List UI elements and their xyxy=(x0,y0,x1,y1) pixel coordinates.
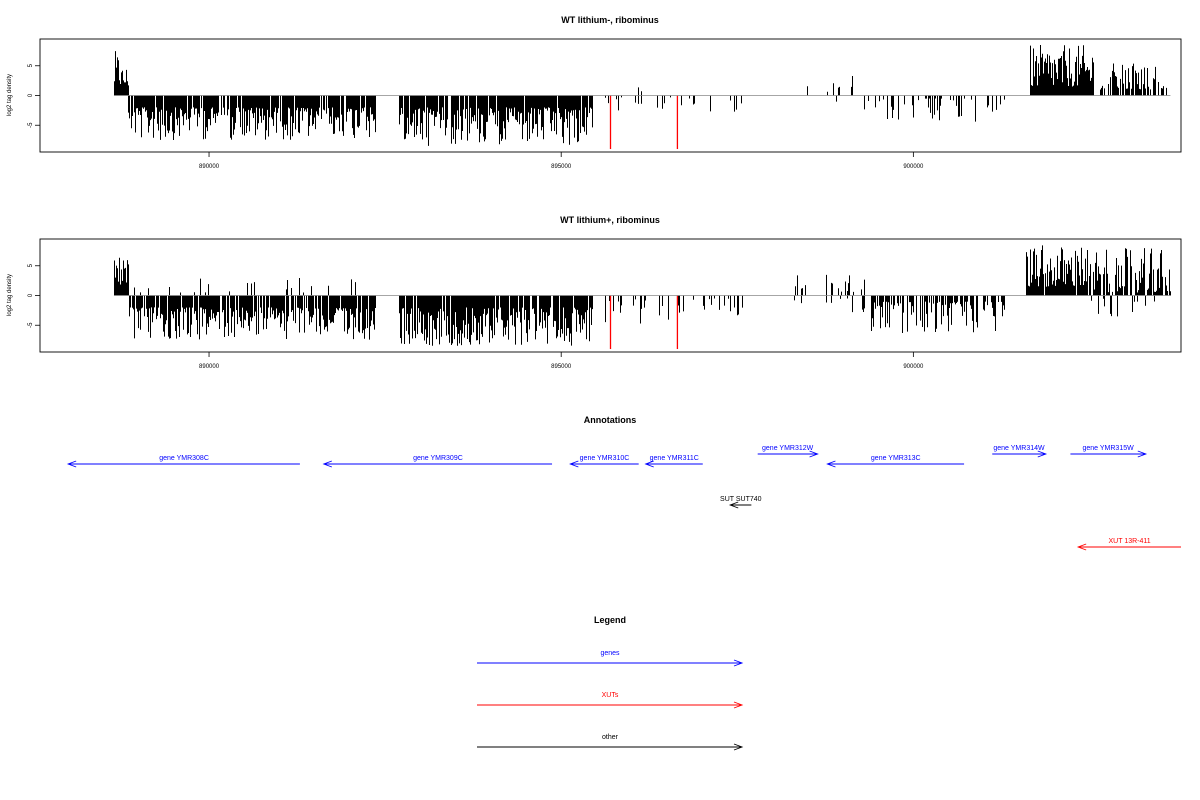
axes: 890000 895000 900000 -5 0 5 xyxy=(28,38,1182,170)
feature-label: gene YMR312W xyxy=(762,445,814,452)
track-panel-lithium-plus: WT lithium+, ribominus log2 tag density … xyxy=(7,215,1182,370)
x-tick-label: 890000 xyxy=(199,164,220,170)
feature-label: SUT SUT740 xyxy=(720,496,762,503)
annotations-title: Annotations xyxy=(584,415,637,425)
track-panel-lithium-minus: WT lithium-, ribominus log2 tag density … xyxy=(7,15,1182,170)
y-tick-label: 5 xyxy=(28,63,34,67)
arrowhead xyxy=(733,701,744,709)
feature-label: gene YMR313C xyxy=(871,455,921,462)
feature-group: gene YMR308C gene YMR309C gene YMR310C gene… xyxy=(66,445,1181,551)
feature-label: gene YMR309C xyxy=(413,455,463,462)
feature-label: gene YMR311C xyxy=(650,455,699,462)
feature-label: gene YMR314W xyxy=(993,445,1045,452)
axes: 890000 895000 900000 -5 0 5 xyxy=(28,238,1182,370)
y-axis-label: log2 tag density xyxy=(7,74,13,116)
x-tick-label: 900000 xyxy=(903,364,924,370)
legend-panel: Legend genes XUTs other xyxy=(477,615,744,751)
arrowhead xyxy=(733,659,744,667)
x-tick-label: 895000 xyxy=(551,164,572,170)
arrowhead xyxy=(569,460,579,468)
y-tick-label: 0 xyxy=(28,93,34,97)
arrowhead xyxy=(644,460,654,468)
legend-title: Legend xyxy=(594,615,626,625)
legend-label: other xyxy=(602,734,619,741)
arrowhead xyxy=(1037,450,1048,458)
x-tick-label: 895000 xyxy=(551,364,572,370)
arrowhead xyxy=(728,501,739,509)
bar-group xyxy=(114,245,1171,350)
y-tick-label: -5 xyxy=(28,122,34,128)
annotations-panel: Annotations gene YMR308C gene YMR309C gene… xyxy=(66,415,1181,551)
arrowhead xyxy=(809,450,819,458)
feature-label: gene YMR310C xyxy=(580,455,630,462)
feature-label: gene YMR308C xyxy=(159,455,209,462)
x-tick-label: 890000 xyxy=(199,364,220,370)
track-title: WT lithium+, ribominus xyxy=(560,215,660,225)
legend-label: XUTs xyxy=(602,692,619,699)
y-tick-label: -5 xyxy=(28,322,34,328)
feature-label: XUT 13R-411 xyxy=(1109,538,1151,545)
bar-group xyxy=(114,44,1167,150)
arrowhead xyxy=(826,460,836,468)
arrowhead xyxy=(322,460,332,468)
feature-label: gene YMR315W xyxy=(1082,445,1134,452)
arrowhead xyxy=(66,460,77,468)
legend-entries: genes XUTs other xyxy=(477,650,744,751)
arrowhead xyxy=(1076,543,1087,551)
x-tick-label: 900000 xyxy=(903,164,924,170)
legend-label: genes xyxy=(600,650,620,657)
arrowhead xyxy=(1137,450,1148,458)
y-tick-label: 5 xyxy=(28,263,34,267)
arrowhead xyxy=(733,743,744,751)
track-title: WT lithium-, ribominus xyxy=(561,15,659,25)
y-axis-label: log2 tag density xyxy=(7,274,13,316)
y-tick-label: 0 xyxy=(28,293,34,297)
